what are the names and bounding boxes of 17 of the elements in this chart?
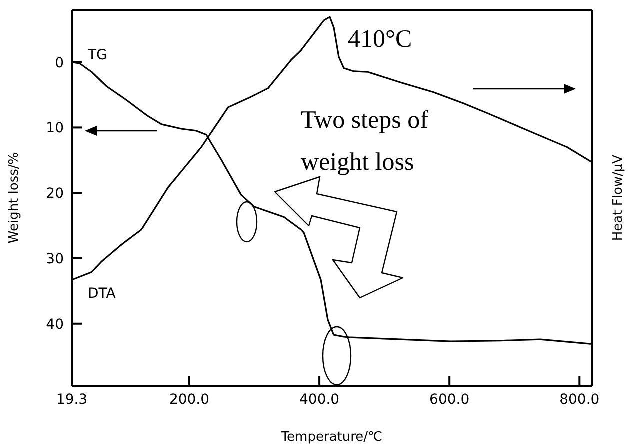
y-tick-label: 20 [46, 186, 64, 202]
x-tick-label: 400.0 [300, 392, 340, 408]
y2-axis-title: Heat Flow/μV [611, 154, 626, 242]
annotation: Two steps of weight loss [301, 107, 430, 176]
y-tick-label: 40 [46, 316, 64, 333]
y-tick-label: 0 [55, 55, 64, 72]
x-tick-label: 19.3 [56, 392, 88, 408]
x-axis-title: Temperature/℃ [280, 430, 383, 445]
y-axis-title: Weight loss/% [7, 152, 22, 244]
x-tick-label: 800.0 [560, 392, 600, 408]
series-label: DTA [88, 286, 116, 302]
y-tick-label: 10 [46, 120, 64, 137]
series-label: TG [87, 47, 108, 64]
y-tick-label: 30 [46, 251, 64, 268]
x-tick-label: 200.0 [169, 392, 210, 408]
annotation: 410°C [348, 26, 412, 53]
x-tick-label: 600.0 [430, 392, 470, 408]
